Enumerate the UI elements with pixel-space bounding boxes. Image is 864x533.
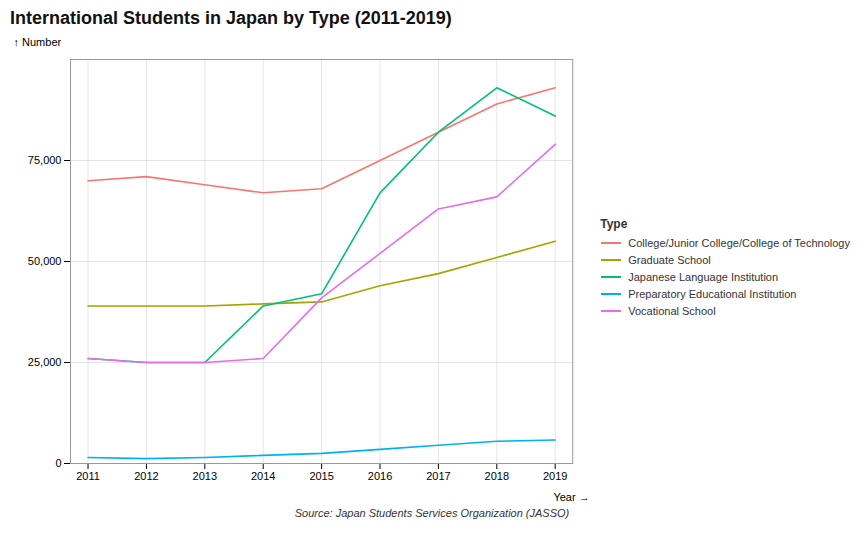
html-text:Preparatory Educational Instit: Preparatory Educational Institution bbox=[628, 287, 797, 300]
svg-text:25,000: 25,000 bbox=[28, 356, 62, 368]
html-text:College/Junior College/College: College/Junior College/College of Techno… bbox=[628, 236, 850, 249]
svg-text:2017: 2017 bbox=[426, 470, 450, 482]
svg-text:2011: 2011 bbox=[76, 470, 100, 482]
html-text:Japanese Language Institution: Japanese Language Institution bbox=[628, 270, 779, 283]
html-text:International Students in Japa: International Students in Japan by Type … bbox=[10, 8, 452, 28]
html-text:Type: Type bbox=[600, 216, 628, 231]
svg-text:2018: 2018 bbox=[485, 470, 509, 482]
svg-text:↑ Number: ↑ Number bbox=[14, 36, 62, 48]
svg-text:2013: 2013 bbox=[193, 470, 217, 482]
html-text:Graduate School: Graduate School bbox=[628, 253, 711, 266]
svg-text:75,000: 75,000 bbox=[28, 154, 62, 166]
svg-text:50,000: 50,000 bbox=[28, 255, 62, 267]
html-text:Source: Japan Students Service: Source: Japan Students Services Organiza… bbox=[294, 507, 570, 519]
html-text:Vocational School: Vocational School bbox=[628, 304, 716, 317]
svg-text:0: 0 bbox=[55, 457, 61, 469]
svg-text:2014: 2014 bbox=[251, 470, 275, 482]
svg-text:2015: 2015 bbox=[309, 470, 333, 482]
svg-text:2012: 2012 bbox=[134, 470, 158, 482]
svg-text:Year →: Year → bbox=[553, 491, 589, 503]
svg-text:2016: 2016 bbox=[368, 470, 392, 482]
svg-text:2019: 2019 bbox=[543, 470, 567, 482]
